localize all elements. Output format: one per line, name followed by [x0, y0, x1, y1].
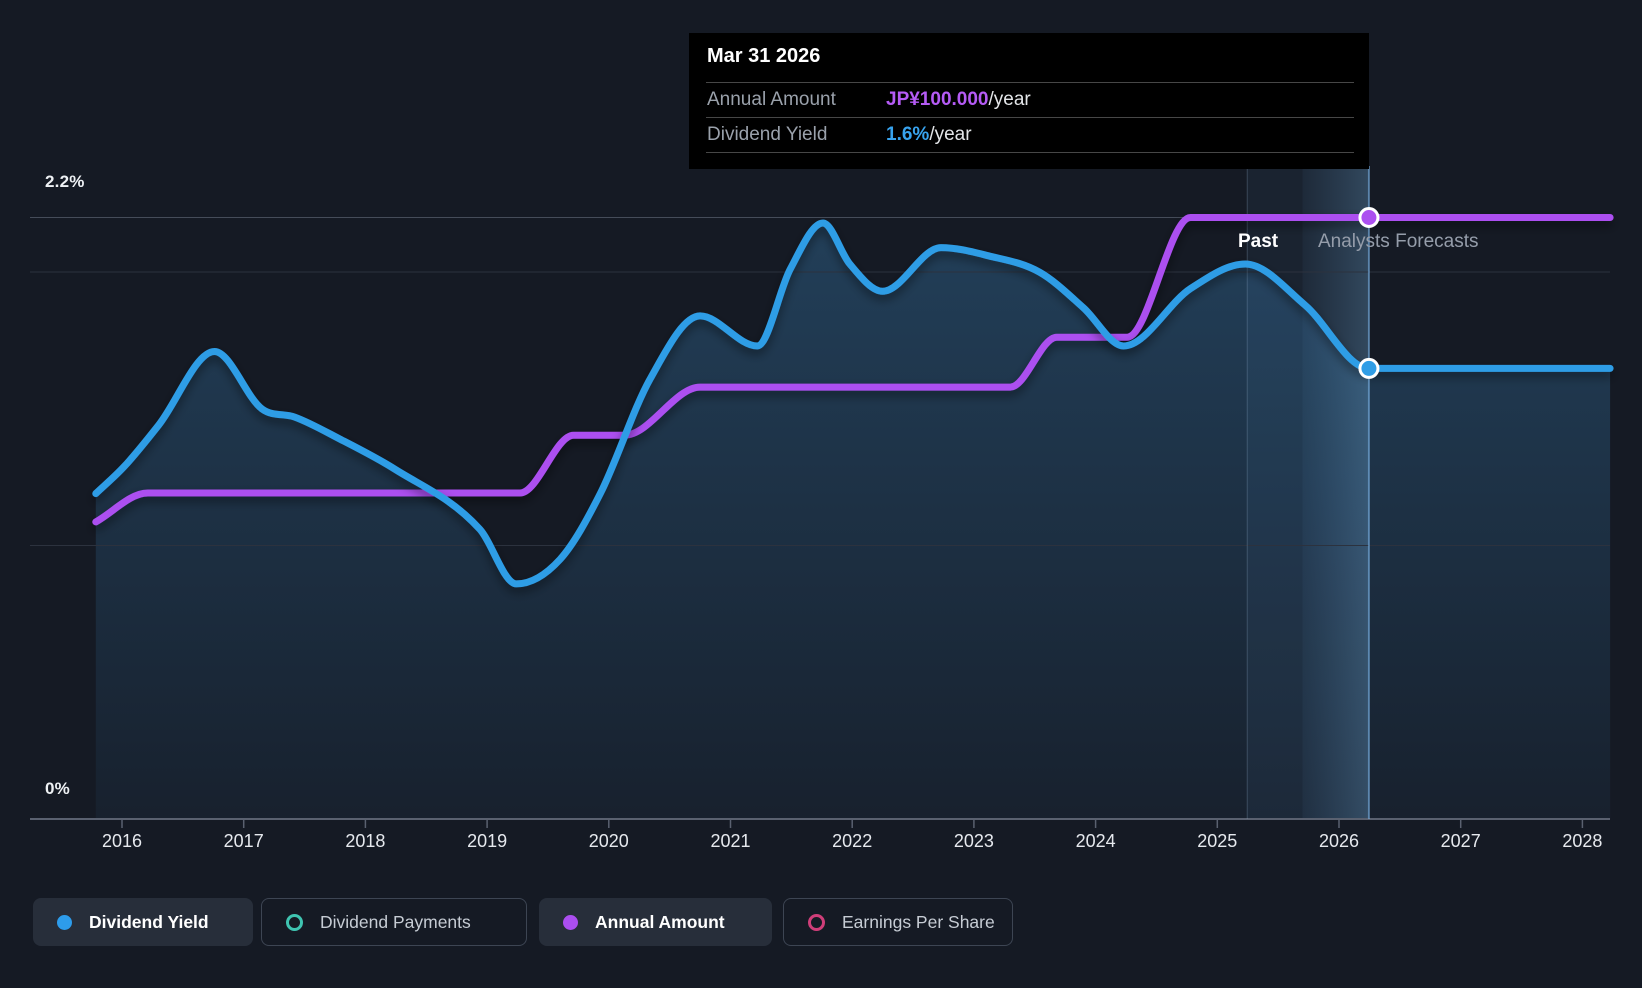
- dividend-yield-dot-icon: [57, 914, 72, 930]
- legend-button-dividend-yield[interactable]: Dividend Yield: [33, 898, 253, 946]
- dividend-yield-area-fill: [95, 223, 1611, 819]
- annual-amount-dot-icon: [563, 914, 578, 930]
- forecast-band-inner: [1302, 166, 1369, 819]
- x-axis-label-2019: 2019: [467, 831, 508, 851]
- forecast-label: Analysts Forecasts: [1318, 231, 1479, 252]
- tooltip-value-suffix: /year: [929, 123, 972, 145]
- x-axis-label-2025: 2025: [1197, 831, 1238, 851]
- tooltip-divider: [706, 82, 1354, 83]
- x-axis-label-2018: 2018: [345, 831, 386, 851]
- dividend-payments-ring-icon: [286, 913, 303, 931]
- tooltip: Mar 31 2026 Annual Amount JP¥100.000/yea…: [689, 33, 1369, 169]
- tooltip-row-annual-amount: Annual Amount JP¥100.000/year: [689, 82, 1369, 117]
- earnings-per-share-ring-icon: [808, 913, 825, 931]
- x-axis-label-2028: 2028: [1562, 831, 1603, 851]
- legend-button-earnings-per-share[interactable]: Earnings Per Share: [783, 898, 1013, 946]
- tooltip-date: Mar 31 2026: [707, 45, 821, 67]
- x-axis-label-2027: 2027: [1440, 831, 1481, 851]
- dividend-yield-marker[interactable]: [1358, 357, 1380, 379]
- x-axis-label-2016: 2016: [101, 831, 143, 851]
- tooltip-dividend-yield-value: 1.6%: [886, 123, 930, 145]
- dividend-yield-line: [92, 219, 1614, 588]
- x-axis-label-2024: 2024: [1075, 831, 1116, 851]
- tooltip-row-label: Dividend Yield: [707, 123, 828, 145]
- past-label: Past: [1238, 231, 1279, 252]
- x-axis-label-2022: 2022: [832, 831, 873, 851]
- tooltip-divider: [706, 117, 1354, 118]
- annual-amount-line: [92, 213, 1614, 526]
- legend-button-annual-amount[interactable]: Annual Amount: [539, 898, 772, 946]
- tooltip-annual-amount-value: JP¥100.000: [886, 88, 989, 110]
- x-axis: 2016 2017 2018 2019 2020 2021 2022 2023 2024 2025…: [0, 831, 1642, 861]
- legend-button-dividend-payments[interactable]: Dividend Payments: [261, 898, 527, 946]
- legend: Dividend Yield Dividend Payments Annual …: [0, 898, 1642, 946]
- tooltip-divider: [706, 152, 1354, 153]
- legend-label: Dividend Yield: [89, 911, 209, 932]
- x-axis-label-2017: 2017: [223, 831, 264, 851]
- tooltip-value-suffix: /year: [988, 88, 1031, 110]
- annual-amount-marker[interactable]: [1358, 207, 1380, 228]
- legend-label: Annual Amount: [595, 911, 725, 932]
- y-axis-label-min: 0%: [45, 779, 70, 798]
- x-axis-label-2020: 2020: [588, 831, 629, 851]
- tooltip-row-dividend-yield: Dividend Yield 1.6%/year: [689, 117, 1369, 152]
- legend-label: Dividend Payments: [320, 911, 471, 932]
- x-axis-label-2023: 2023: [953, 831, 994, 851]
- x-axis-label-2021: 2021: [710, 831, 751, 851]
- x-axis-label-2026: 2026: [1318, 831, 1360, 851]
- y-axis-label-max: 2.2%: [45, 172, 85, 191]
- tooltip-row-label: Annual Amount: [707, 88, 836, 110]
- legend-label: Earnings Per Share: [842, 911, 995, 932]
